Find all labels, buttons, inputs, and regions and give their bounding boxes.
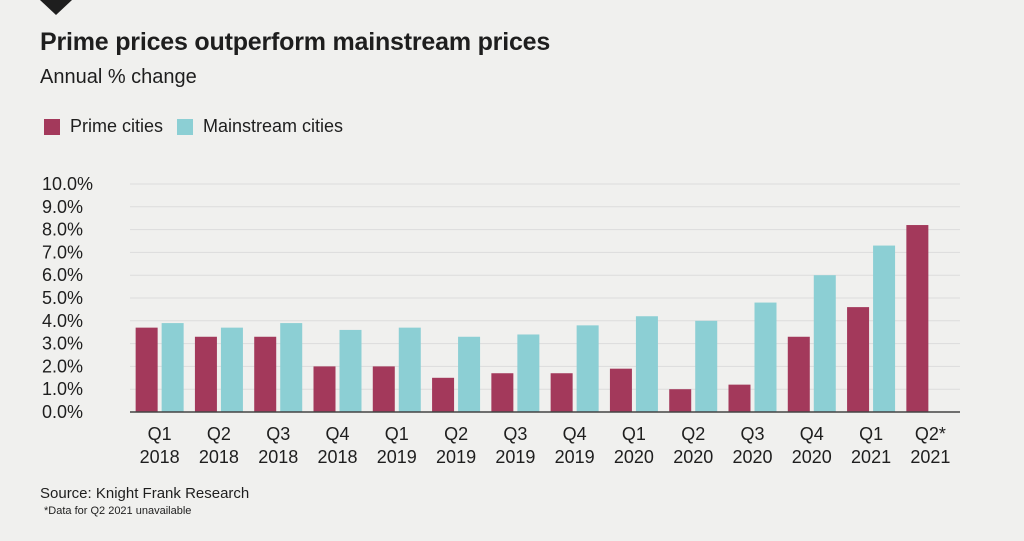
legend-swatch-prime: [44, 118, 60, 135]
x-tick-label-year: 2019: [555, 447, 595, 467]
x-tick-label-year: 2019: [495, 447, 535, 467]
x-tick-label-quarter: Q3: [503, 424, 527, 444]
x-tick-label-quarter: Q4: [563, 424, 587, 444]
x-tick-label-quarter: Q3: [266, 424, 290, 444]
bar-mainstream: [635, 316, 658, 412]
x-tick-label-year: 2018: [140, 447, 180, 467]
chart-subtitle: Annual % change: [40, 66, 197, 88]
x-tick-label-year: 2018: [199, 447, 239, 467]
legend-label-prime: Prime cities: [70, 116, 164, 136]
x-tick-label-year: 2020: [732, 447, 772, 467]
x-tick-label-quarter: Q1: [385, 424, 409, 444]
y-tick-label: 8.0%: [42, 220, 83, 240]
bar-mainstream: [161, 323, 184, 412]
bar-mainstream: [220, 327, 243, 412]
bar-mainstream: [873, 245, 896, 412]
x-tick-label-quarter: Q1: [148, 424, 172, 444]
bar-prime: [194, 336, 217, 412]
bar-prime: [254, 336, 277, 412]
bar-prime: [550, 373, 573, 412]
bar-mainstream: [280, 323, 303, 412]
chart-title: Prime prices outperform mainstream price…: [40, 28, 551, 56]
x-tick-label-year: 2019: [436, 447, 476, 467]
y-tick-label: 7.0%: [42, 242, 83, 262]
y-tick-label: 5.0%: [42, 288, 83, 308]
x-tick-label-quarter: Q3: [740, 424, 764, 444]
x-tick-label-quarter: Q2: [681, 424, 705, 444]
x-tick-label-quarter: Q2: [444, 424, 468, 444]
x-tick-label-year: 2018: [317, 447, 357, 467]
bar-mainstream: [754, 302, 777, 412]
legend-item-mainstream: Mainstream cities: [177, 116, 343, 137]
x-tick-label-quarter: Q1: [622, 424, 646, 444]
x-tick-label-year: 2020: [792, 447, 832, 467]
bar-prime: [669, 389, 692, 412]
legend-item-prime: Prime cities: [44, 116, 163, 137]
y-tick-label: 10.0%: [42, 174, 93, 194]
legend: Prime cities Mainstream cities: [44, 116, 343, 137]
bar-prime: [372, 366, 395, 412]
bar-mainstream: [517, 334, 540, 412]
x-tick-label-quarter: Q4: [800, 424, 824, 444]
bar-prime: [847, 307, 870, 412]
y-tick-label: 3.0%: [42, 334, 83, 354]
footnote: *Data for Q2 2021 unavailable: [44, 505, 192, 517]
bar-prime: [432, 377, 455, 412]
bar-prime: [728, 384, 751, 412]
y-tick-label: 1.0%: [42, 379, 83, 399]
y-tick-label: 0.0%: [42, 402, 83, 422]
legend-swatch-mainstream: [177, 118, 194, 135]
x-tick-label-quarter: Q4: [325, 424, 349, 444]
x-tick-label-year: 2021: [851, 447, 891, 467]
x-tick-label-quarter: Q1: [859, 424, 883, 444]
x-tick-label-year: 2020: [614, 447, 654, 467]
x-tick-label-year: 2019: [377, 447, 417, 467]
corner-triangle-icon: [40, 0, 72, 15]
bar-prime: [313, 366, 336, 412]
bar-mainstream: [398, 327, 421, 412]
x-tick-label-year: 2021: [910, 447, 950, 467]
bar-mainstream: [339, 329, 362, 412]
source-note: Source: Knight Frank Research: [40, 485, 250, 502]
y-tick-label: 6.0%: [42, 265, 83, 285]
bar-prime: [906, 225, 929, 412]
bar-prime: [135, 327, 158, 412]
x-tick-label-year: 2020: [673, 447, 713, 467]
x-tick-label-quarter: Q2*: [915, 424, 946, 444]
bar-prime: [609, 368, 632, 412]
bar-mainstream: [813, 275, 836, 412]
y-tick-label: 9.0%: [42, 197, 83, 217]
x-tick-label-quarter: Q2: [207, 424, 231, 444]
legend-label-mainstream: Mainstream cities: [203, 116, 344, 136]
bar-mainstream: [458, 336, 481, 412]
bar-prime: [787, 336, 810, 412]
y-tick-label: 4.0%: [42, 311, 83, 331]
bar-mainstream: [576, 325, 599, 412]
bar-prime: [491, 373, 514, 412]
y-tick-label: 2.0%: [42, 356, 83, 376]
bar-mainstream: [695, 320, 718, 412]
x-tick-label-year: 2018: [258, 447, 298, 467]
